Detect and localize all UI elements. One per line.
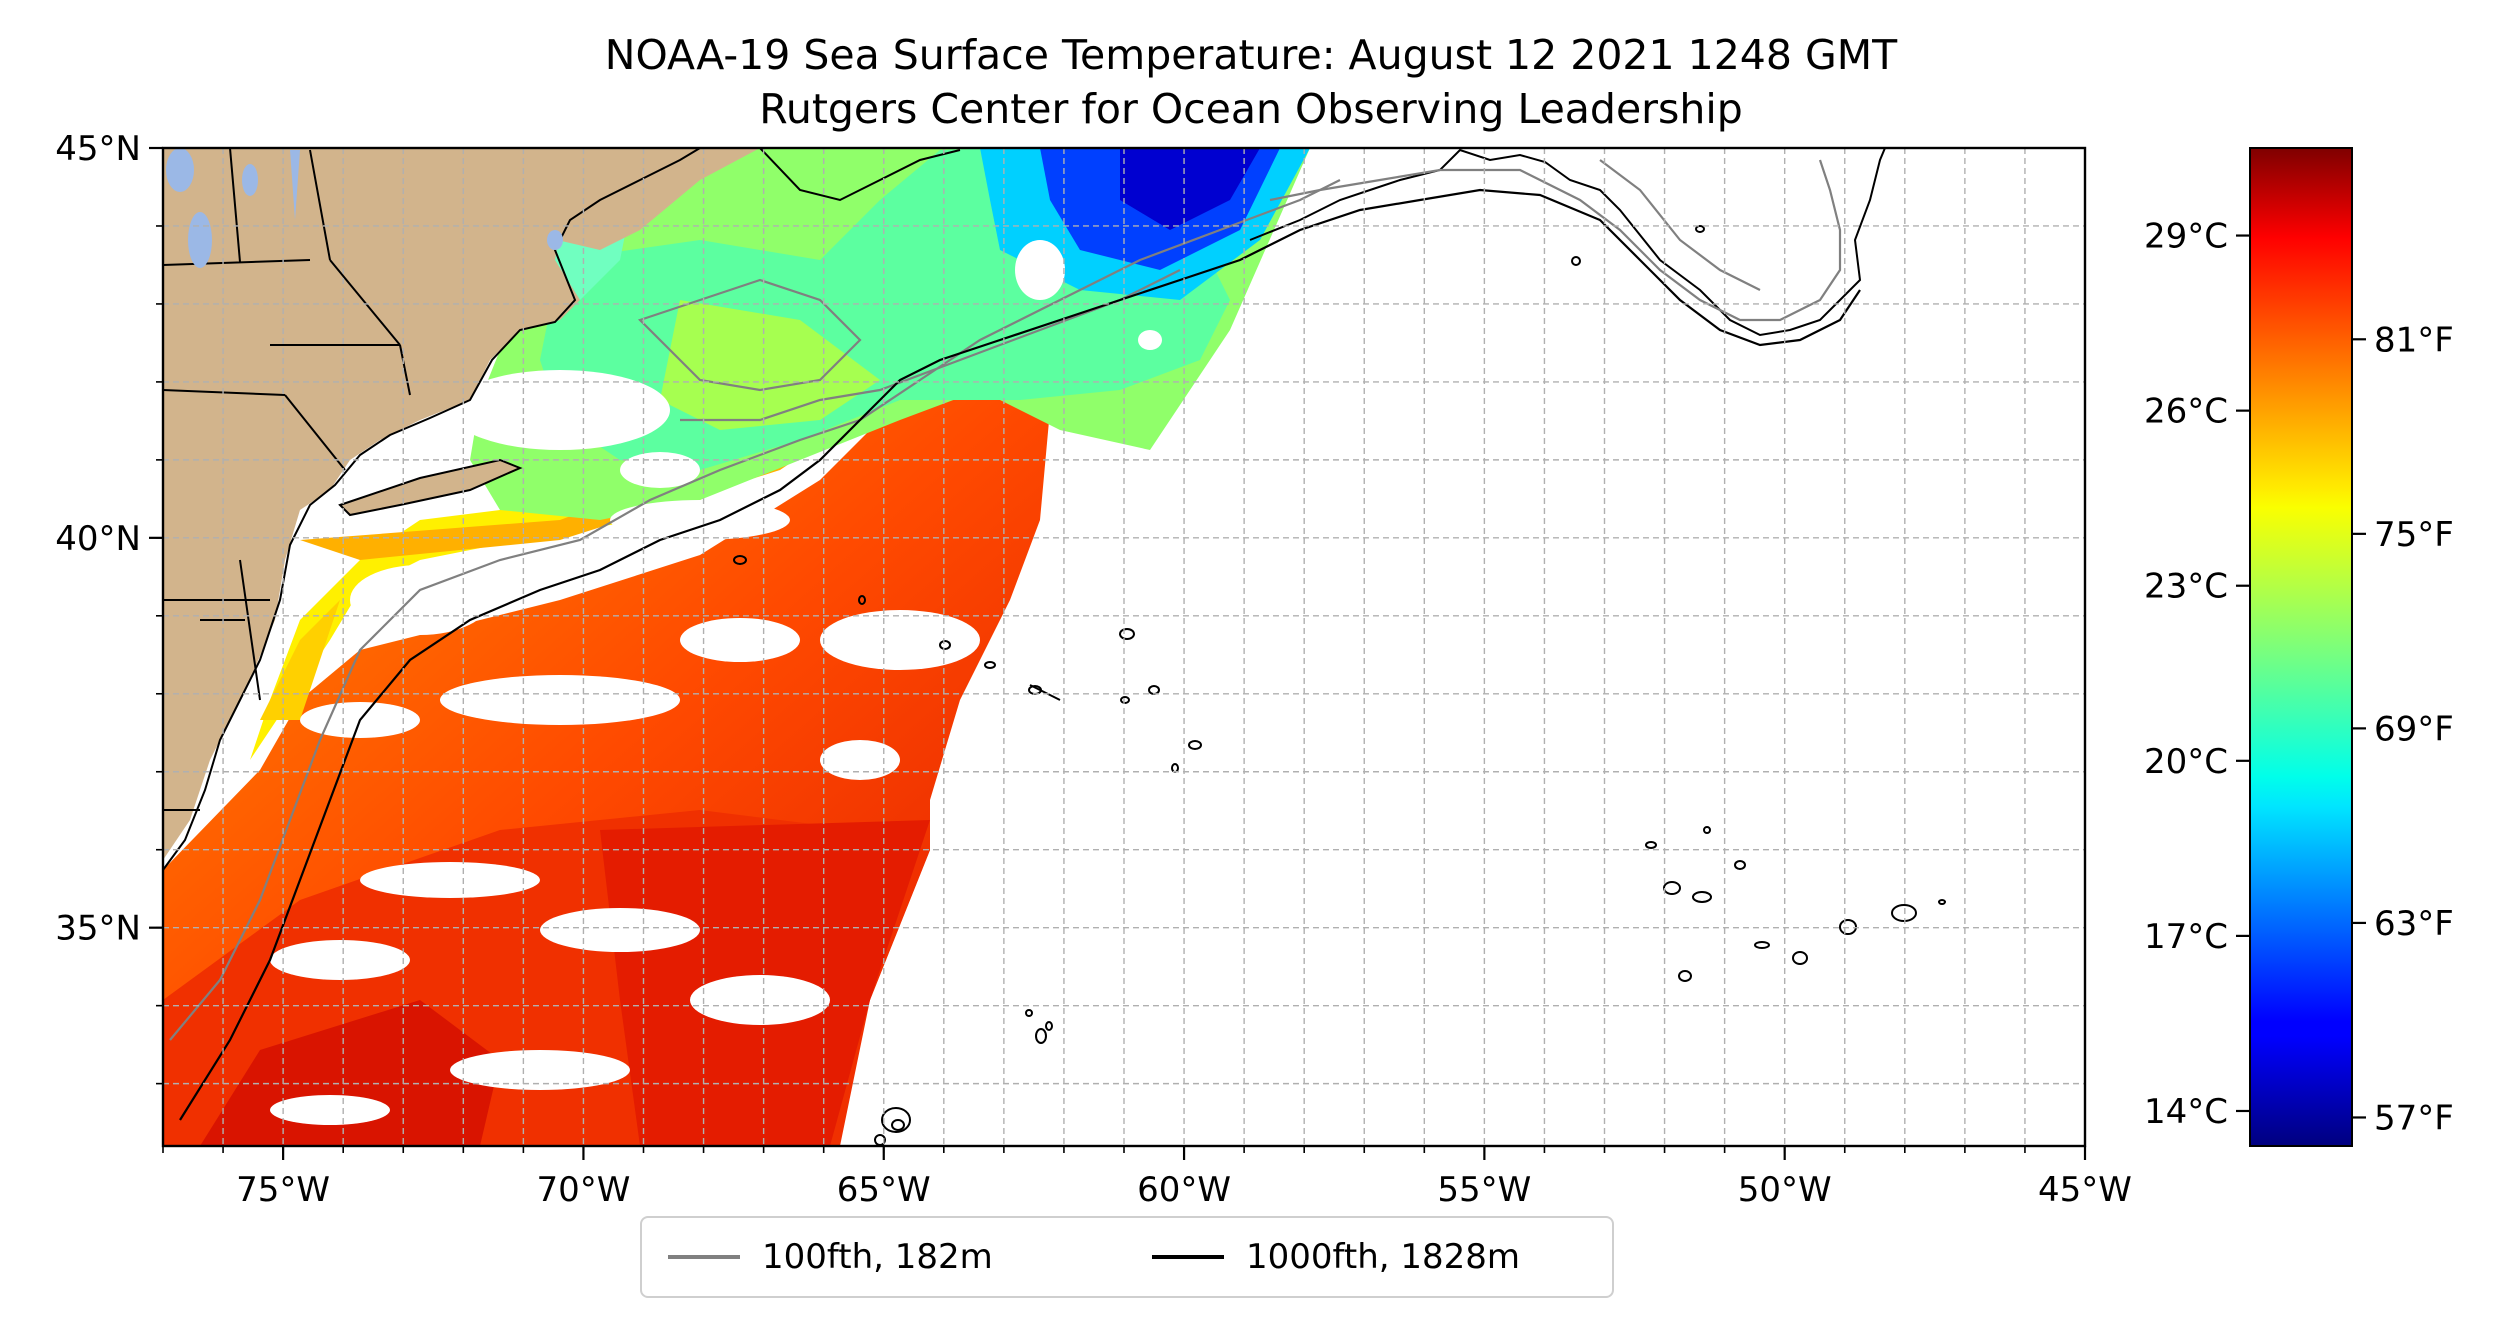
legend-item-1000fth: 1000fth, 1828m [1152, 1218, 1520, 1296]
celsius-tick-label: 29°C [2144, 217, 2228, 257]
fahrenheit-tick-label: 75°F [2374, 515, 2454, 555]
legend-label-1000fth: 1000fth, 1828m [1246, 1237, 1521, 1277]
map-gridlines [163, 148, 2085, 1146]
map-title: NOAA-19 Sea Surface Temperature: August … [604, 31, 1898, 79]
land-north-america [163, 148, 760, 871]
canada-coastline [759, 148, 1886, 337]
colorbar-frame [2249, 147, 2353, 1147]
fahrenheit-tick-label: 63°F [2374, 904, 2454, 944]
x-axis-ticks: 75°W 70°W 65°W 60°W 55°W 50°W 45°W [236, 1146, 2132, 1210]
celsius-tick-label: 17°C [2144, 917, 2228, 957]
legend-item-100fth: 100fth, 182m [668, 1218, 993, 1296]
cloud-mask [270, 240, 1162, 1125]
fahrenheit-tick-label: 81°F [2374, 320, 2454, 360]
y-axis-ticks: 45°N 40°N 35°N [55, 129, 163, 949]
x-tick-label: 60°W [1137, 1170, 1231, 1210]
colorbar-celsius-ticks: 14°C 17°C 20°C 23°C 26°C 29°C [2144, 217, 2250, 1132]
y-tick-label: 35°N [55, 909, 141, 949]
x-tick-label: 50°W [1738, 1170, 1832, 1210]
map-subtitle: Rutgers Center for Ocean Observing Leade… [759, 85, 1743, 133]
map-area [163, 148, 2085, 1146]
isobath-1000fth [179, 188, 1861, 1121]
y-tick-label: 40°N [55, 519, 141, 559]
celsius-tick-label: 26°C [2144, 392, 2228, 432]
x-tick-label: 45°W [2038, 1170, 2132, 1210]
fahrenheit-tick-label: 69°F [2374, 709, 2454, 749]
celsius-tick-label: 14°C [2144, 1092, 2228, 1132]
legend-swatch-1000fth [1152, 1255, 1224, 1259]
x-tick-label: 70°W [536, 1170, 630, 1210]
x-tick-label: 65°W [837, 1170, 931, 1210]
x-tick-label: 75°W [236, 1170, 330, 1210]
minor-ticks [156, 147, 2086, 1153]
map-legend: 100fth, 182m 1000fth, 1828m [640, 1216, 1614, 1298]
fahrenheit-tick-label: 57°F [2374, 1098, 2454, 1138]
y-tick-label: 45°N [55, 129, 141, 169]
legend-swatch-100fth [668, 1255, 740, 1259]
celsius-tick-label: 23°C [2144, 567, 2228, 607]
x-tick-label: 55°W [1437, 1170, 1531, 1210]
legend-label-100fth: 100fth, 182m [762, 1237, 993, 1277]
sst-swath-cool [470, 148, 1310, 520]
celsius-tick-label: 20°C [2144, 742, 2228, 782]
colorbar [2250, 148, 2352, 1146]
colorbar-fahrenheit-ticks: 57°F 63°F 69°F 75°F 81°F [2352, 320, 2454, 1138]
